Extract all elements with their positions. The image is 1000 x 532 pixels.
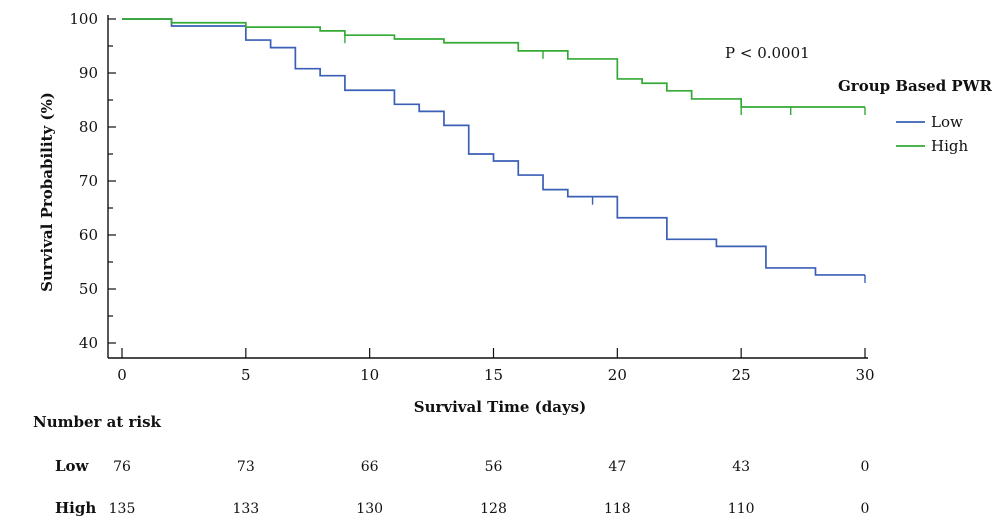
risk-cell: 135 xyxy=(109,501,136,517)
risk-table-title: Number at risk xyxy=(33,413,162,431)
risk-cell: 133 xyxy=(232,501,259,517)
censor-marks xyxy=(344,35,866,283)
risk-cell: 43 xyxy=(732,459,750,475)
legend: Low High xyxy=(896,113,968,155)
risk-cell: 56 xyxy=(485,459,503,475)
x-tick-label: 0 xyxy=(117,366,127,384)
risk-cell: 47 xyxy=(608,459,626,475)
survival-curves xyxy=(122,18,865,276)
risk-cell: 76 xyxy=(113,459,131,475)
x-tick-label: 20 xyxy=(608,366,627,384)
x-tick-label: 30 xyxy=(855,366,874,384)
x-tick-label: 25 xyxy=(732,366,751,384)
x-tick-label: 10 xyxy=(360,366,379,384)
risk-cell: 118 xyxy=(604,501,631,517)
legend-label-low: Low xyxy=(931,113,963,131)
p-value-annotation: P < 0.0001 xyxy=(725,44,810,62)
y-tick-label: 100 xyxy=(69,10,98,28)
legend-title: Group Based PWR xyxy=(838,77,993,95)
series-line-low xyxy=(122,18,865,276)
y-axis-ticks: 40 50 60 70 80 90 100 xyxy=(69,10,116,352)
y-tick-label: 40 xyxy=(79,334,98,352)
y-tick-label: 90 xyxy=(79,64,98,82)
y-tick-label: 60 xyxy=(79,226,98,244)
risk-cell: 0 xyxy=(861,501,870,517)
x-tick-label: 5 xyxy=(241,366,251,384)
axes xyxy=(107,15,868,359)
y-axis-title: Survival Probability (%) xyxy=(38,92,56,292)
risk-cell: 110 xyxy=(728,501,755,517)
x-axis-title: Survival Time (days) xyxy=(414,398,586,416)
series-line-high xyxy=(122,18,865,108)
risk-cell: 66 xyxy=(361,459,379,475)
y-tick-label: 50 xyxy=(79,280,98,298)
x-tick-label: 15 xyxy=(484,366,503,384)
risk-cell: 0 xyxy=(861,459,870,475)
risk-cell: 73 xyxy=(237,459,255,475)
y-tick-label: 70 xyxy=(79,172,98,190)
risk-table: Low 76 73 66 56 47 43 0 High 135 133 130 128 118 110 0 xyxy=(55,457,869,517)
risk-cell: 128 xyxy=(480,501,507,517)
risk-row-label: Low xyxy=(55,457,90,475)
risk-row-label: High xyxy=(55,499,96,517)
risk-cell: 130 xyxy=(356,501,383,517)
y-tick-label: 80 xyxy=(79,118,98,136)
legend-label-high: High xyxy=(931,137,968,155)
x-axis-ticks: 0 5 10 15 20 25 30 xyxy=(117,348,875,384)
